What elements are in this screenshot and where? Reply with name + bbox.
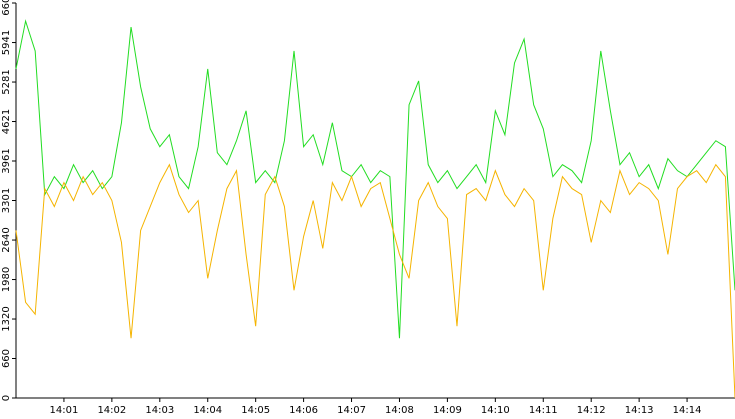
- y-tick-label: 2640: [1, 227, 12, 252]
- x-tick-label: 14:05: [241, 405, 270, 415]
- y-tick-label: 3301: [1, 188, 12, 213]
- x-tick-label: 14:04: [193, 405, 222, 415]
- y-tick-label: 660: [1, 349, 12, 368]
- y-tick-label: 4621: [1, 109, 12, 134]
- x-tick-label: 14:01: [50, 405, 79, 415]
- y-tick-label: 1320: [1, 306, 12, 331]
- x-tick-label: 14:09: [433, 405, 462, 415]
- y-tick-label: 5941: [1, 30, 12, 55]
- y-tick-label: 0: [1, 395, 12, 401]
- x-tick-label: 14:13: [625, 405, 654, 415]
- y-tick-label: 6602: [1, 0, 12, 16]
- x-tick-label: 14:12: [577, 405, 606, 415]
- y-tick-label: 1980: [1, 267, 12, 292]
- x-tick-label: 14:10: [481, 405, 510, 415]
- x-tick-label: 14:08: [385, 405, 414, 415]
- x-tick-label: 14:14: [673, 405, 702, 415]
- x-tick-label: 14:02: [97, 405, 126, 415]
- y-tick-label: 5281: [1, 69, 12, 94]
- x-tick-label: 14:07: [337, 405, 366, 415]
- x-tick-label: 14:06: [289, 405, 318, 415]
- series-line: [15, 163, 735, 399]
- x-tick-label: 14:11: [529, 405, 558, 415]
- x-tick-label: 14:03: [145, 405, 174, 415]
- y-tick-label: 3961: [1, 148, 12, 173]
- series-line: [15, 19, 735, 339]
